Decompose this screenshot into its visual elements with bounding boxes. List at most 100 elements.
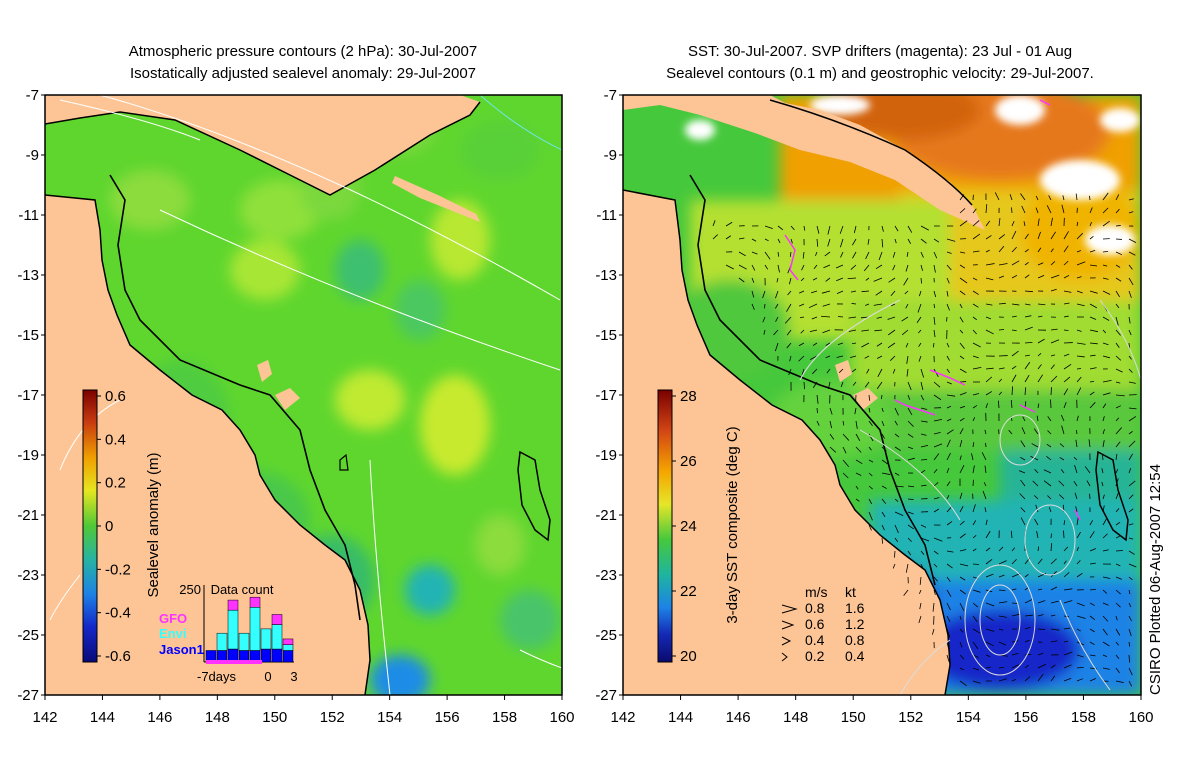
right-lon-label: 158 [1071, 709, 1096, 726]
data-count-bar-envi [282, 644, 294, 651]
right-lat-label: -27 [595, 687, 617, 704]
left-lat-label: -25 [17, 627, 39, 644]
right-lat-label: -13 [595, 267, 617, 284]
right-lon-label: 154 [956, 709, 981, 726]
colorbar-tick-label: 0 [105, 518, 113, 535]
data-count-xlabel-zero: 0 [264, 669, 271, 684]
velocity-legend-arrow [781, 652, 788, 662]
geostrophic-velocity-arrows [712, 192, 1137, 687]
left-lon-label: 160 [549, 709, 574, 726]
colorbar-tick-label: 26 [680, 453, 697, 470]
data-count-bar-jason [271, 648, 283, 663]
right-lon-label: 150 [841, 709, 866, 726]
left-lon-label: 146 [147, 709, 172, 726]
left-lon-label: 152 [320, 709, 345, 726]
right-lat-label: -19 [595, 447, 617, 464]
left-lat-label: -13 [17, 267, 39, 284]
velocity-legend-kt: 0.4 [845, 648, 865, 664]
legend-jason1: Jason1 [159, 642, 204, 657]
colorbar-tick-label: 24 [680, 518, 697, 535]
left-lat-label: -17 [17, 387, 39, 404]
right-lat-label: -17 [595, 387, 617, 404]
right-lat-label: -15 [595, 327, 617, 344]
velocity-legend-ms: 0.4 [805, 632, 825, 648]
data-count-bar-gfo [227, 599, 239, 611]
left-lon-label: 150 [262, 709, 287, 726]
right-lat-label: -11 [596, 207, 617, 224]
left-lon-label: 144 [90, 709, 115, 726]
left-lat-label: -19 [17, 447, 39, 464]
sealevel-colorbar [82, 389, 98, 663]
cloud-mask [685, 95, 1140, 255]
plot-credit: CSIRO Plotted 06-Aug-2007 12:54 [1147, 464, 1164, 695]
velocity-legend-kt: 0.8 [845, 632, 865, 648]
colorbar-tick-label: 20 [680, 648, 697, 665]
left-lon-label: 154 [377, 709, 402, 726]
data-count-bar-envi [249, 607, 261, 651]
velocity-legend-kt: 1.6 [845, 600, 865, 616]
left-lat-label: -7 [26, 87, 39, 104]
sealevel-anomaly-map [45, 95, 562, 695]
sealevel-colorbar-label: Sealevel anomaly (m) [145, 452, 162, 597]
velocity-legend: m/s kt 0.8 1.60.6 1.20.4 0.80.2 0.4 [781, 584, 865, 664]
right-lat-label: -9 [604, 147, 617, 164]
right-title-line1: SST: 30-Jul-2007. SVP drifters (magenta)… [688, 43, 1072, 60]
right-lat-label: -21 [595, 507, 617, 524]
svp-drifter-tracks [784, 99, 1081, 521]
data-count-bar-envi [260, 628, 272, 650]
colorbar-tick-label: -0.6 [105, 648, 131, 665]
data-count-bar-gfo [249, 596, 261, 608]
right-lat-label: -25 [595, 627, 617, 644]
right-title-line2: Sealevel contours (0.1 m) and geostrophi… [666, 65, 1094, 82]
right-lon-label: 156 [1013, 709, 1038, 726]
left-lat-label: -15 [17, 327, 39, 344]
velocity-unit-ms: m/s [805, 584, 828, 600]
right-lon-label: 144 [668, 709, 693, 726]
data-count-max-label: 250 [179, 582, 201, 597]
left-title-line2: Isostatically adjusted sealevel anomaly:… [130, 65, 476, 82]
left-lat-label: -11 [18, 207, 39, 224]
colorbar-tick-label: 0.4 [105, 431, 126, 448]
right-lon-label: 160 [1128, 709, 1153, 726]
velocity-legend-ms: 0.6 [805, 616, 825, 632]
sst-map [623, 95, 1141, 695]
data-count-xlabel-end: 3 [290, 669, 297, 684]
velocity-legend-arrow [781, 620, 795, 630]
colorbar-tick-label: 22 [680, 583, 697, 600]
left-lon-label: 142 [32, 709, 57, 726]
colorbar-tick-label: 0.6 [105, 388, 126, 405]
data-count-bar-gfo [271, 614, 283, 625]
data-count-bar-gfo [282, 638, 294, 645]
data-count-bar-envi [271, 624, 283, 650]
data-count-xlabel-start: -7days [197, 669, 237, 684]
sst-colorbar [657, 389, 673, 663]
colorbar-tick-label: -0.4 [105, 605, 131, 622]
legend-envi: Envi [159, 626, 186, 641]
right-lat-label: -23 [595, 567, 617, 584]
sst-colorbar-label: 3-day SST composite (deg C) [724, 426, 741, 623]
right-lon-label: 148 [783, 709, 808, 726]
colorbar-tick-label: 28 [680, 388, 697, 405]
data-count-inset: 250 Data count GFO Envi Jason1 -7days 0 … [159, 582, 298, 684]
right-lon-label: 152 [898, 709, 923, 726]
left-lat-label: -23 [17, 567, 39, 584]
colorbar-tick-label: 0.2 [105, 475, 126, 492]
data-count-bar-envi [216, 632, 228, 651]
right-lat-label: -7 [604, 87, 617, 104]
velocity-legend-ms: 0.2 [805, 648, 825, 664]
left-lat-label: -9 [26, 147, 39, 164]
velocity-legend-ms: 0.8 [805, 600, 825, 616]
legend-gfo: GFO [159, 611, 187, 626]
velocity-unit-kt: kt [845, 584, 856, 600]
velocity-legend-arrow [781, 636, 792, 646]
left-lon-label: 148 [205, 709, 230, 726]
left-lat-label: -27 [17, 687, 39, 704]
right-lon-label: 142 [610, 709, 635, 726]
right-lon-label: 146 [726, 709, 751, 726]
data-count-bar-jason [260, 648, 272, 663]
left-lat-label: -21 [17, 507, 39, 524]
data-count-bar-envi [238, 632, 250, 651]
left-lon-label: 158 [492, 709, 517, 726]
data-count-title: Data count [211, 582, 274, 597]
